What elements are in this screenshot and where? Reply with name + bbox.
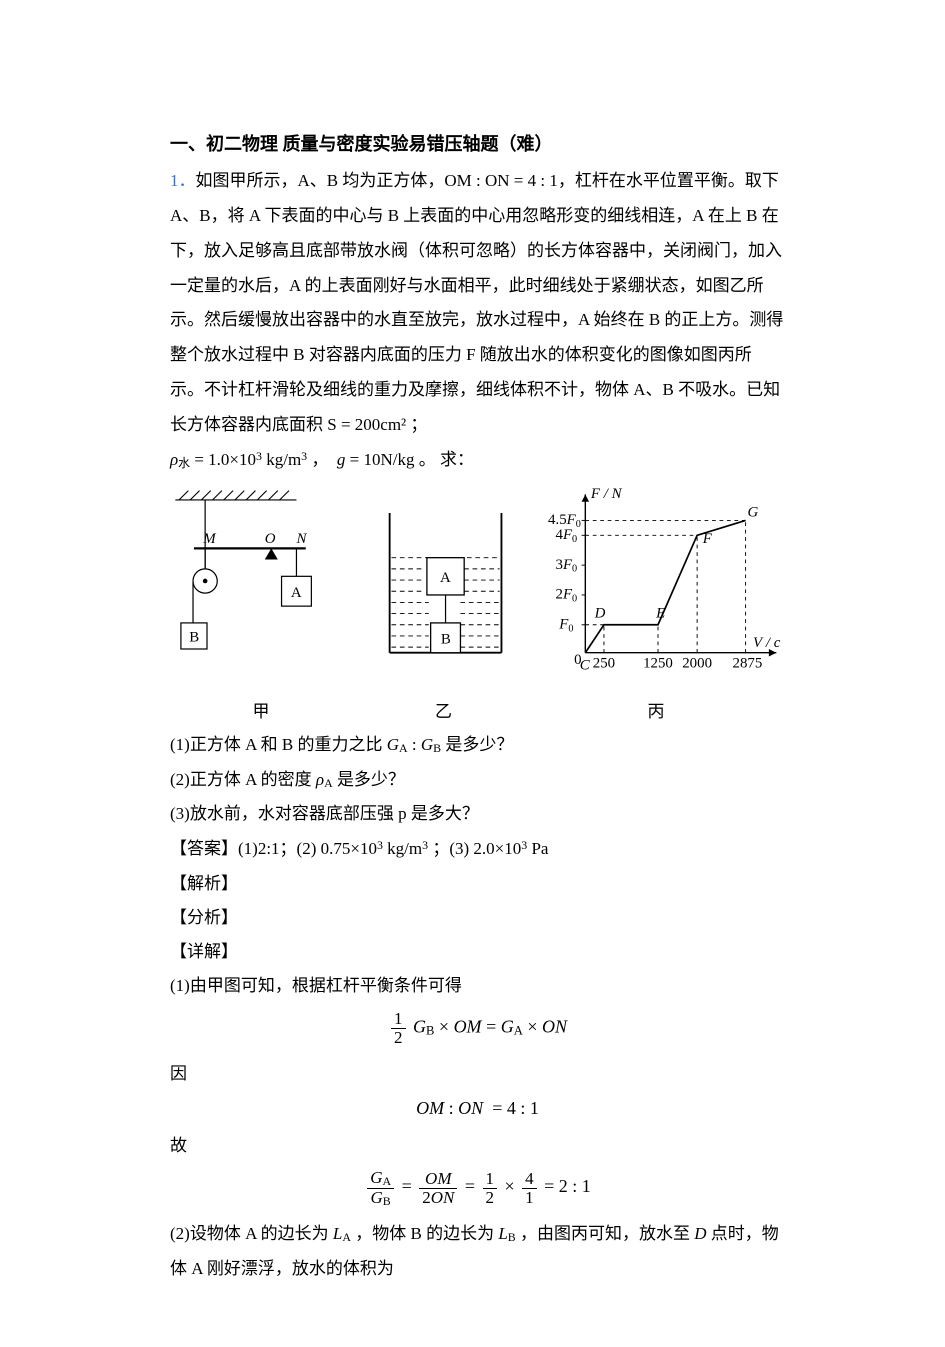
label-B-tank: B (441, 631, 451, 647)
label-A-lever: A (291, 585, 302, 601)
question-text: 如图甲所示，A、B 均为正方体，OM : ON = 4 : 1，杠杆在水平位置平… (170, 171, 783, 434)
label-B-lever: B (189, 629, 199, 645)
eq2: OM : ON = 4 : 1 (170, 1098, 785, 1119)
caption-left: 甲 (166, 697, 356, 722)
text-yin: 因 (170, 1057, 785, 1092)
eq3: GAGB = OM2ON = 12 × 41 = 2 : 1 (170, 1169, 785, 1207)
label-M: M (202, 531, 217, 547)
label-fenxi: 【分析】 (170, 901, 785, 935)
ytick-F0: F0 (558, 616, 573, 634)
step2-text: (2)设物体 A 的边长为 LA ，物体 B 的边长为 LB ，由图丙可知，放水… (170, 1217, 785, 1287)
pt-F: F (702, 531, 713, 547)
label-A-tank: A (440, 570, 451, 586)
caption-middle: 乙 (356, 697, 531, 722)
label-xiangjie: 【详解】 (170, 935, 785, 969)
section-heading: 一、初二物理 质量与密度实验易错压轴题（难） (170, 130, 785, 156)
ytick-4F0: 4F0 (556, 527, 578, 545)
figure-graph: F / N V / cm3 4.5F0 4F0 3F0 2F0 F0 0 250… (548, 486, 781, 673)
text-gu: 故 (170, 1129, 785, 1164)
eq1: 12 GB × OM = GA × ON (170, 1010, 785, 1047)
figure-tank: A B (390, 513, 502, 653)
ytick-2F0: 2F0 (556, 586, 578, 604)
pt-E: E (655, 605, 665, 621)
subq-2: (2)正方体 A 的密度 ρA 是多少？ (170, 763, 785, 798)
xtick-250: 250 (593, 655, 615, 671)
question-1-body: 1．如图甲所示，A、B 均为正方体，OM : ON = 4 : 1，杠杆在水平位… (170, 164, 785, 443)
label-O: O (265, 531, 276, 547)
figure-captions: 甲 乙 丙 (166, 697, 781, 722)
given-constants: ρ水 = 1.0×103 kg/m3 ， g = 10N/kg 。 求： (170, 443, 785, 477)
graph-xlabel: V / cm3 (753, 634, 781, 651)
question-number: 1． (170, 171, 196, 190)
xtick-2000: 2000 (682, 655, 712, 671)
answer-line: 【答案】(1)2:1；(2) 0.75×103 kg/m3 ；(3) 2.0×1… (170, 832, 785, 867)
figure-row: M O N B A (166, 485, 781, 722)
pt-D: D (594, 605, 606, 621)
pt-C: C (580, 657, 591, 673)
label-N: N (295, 531, 307, 547)
ytick-3F0: 3F0 (556, 557, 578, 575)
xtick-2875: 2875 (733, 655, 763, 671)
subq-3: (3)放水前，水对容器底部压强 p 是多大？ (170, 797, 785, 832)
step1-text: (1)由甲图可知，根据杠杆平衡条件可得 (170, 969, 785, 1004)
subq-1: (1)正方体 A 和 B 的重力之比 GA : GB 是多少？ (170, 728, 785, 763)
graph-ylabel: F / N (590, 486, 623, 502)
pt-G: G (747, 504, 758, 520)
figure-lever: M O N B A (175, 490, 311, 648)
label-jiexi: 【解析】 (170, 867, 785, 901)
xtick-1250: 1250 (643, 655, 673, 671)
caption-right: 丙 (531, 697, 781, 722)
